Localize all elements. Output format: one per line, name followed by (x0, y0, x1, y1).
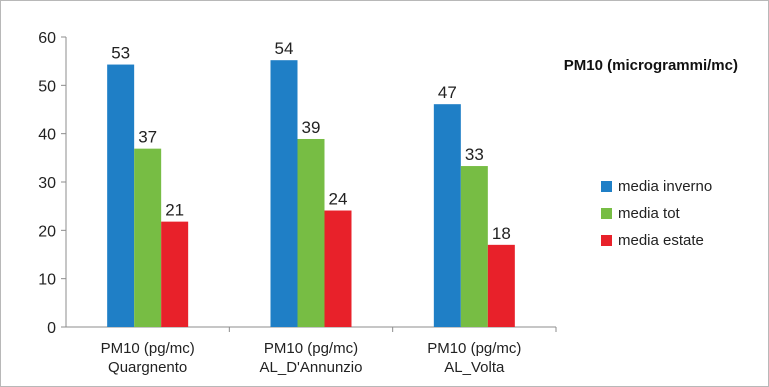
data-label: 18 (492, 224, 511, 243)
y-tick-label: 60 (38, 30, 56, 47)
x-category-label: AL_Volta (444, 359, 505, 376)
data-label: 21 (165, 201, 184, 220)
data-label: 54 (275, 39, 294, 58)
data-label: 24 (329, 190, 348, 209)
data-labels: 53 54 47 37 39 33 21 24 18 (111, 39, 511, 243)
legend-label: media tot (618, 205, 681, 222)
data-label: 33 (465, 145, 484, 164)
data-label: 37 (138, 128, 157, 147)
y-tick-label: 30 (38, 175, 56, 192)
bar-media-estate (161, 221, 189, 327)
x-category-label: AL_D'Annunzio (260, 359, 363, 376)
axes: 0 10 20 30 40 50 60 PM10 (pg/mc) Quargnento PM10 … (38, 30, 557, 376)
legend: media inverno media tot media estate (601, 178, 712, 249)
y-tick-label: 10 (38, 272, 56, 289)
legend-swatch (601, 235, 612, 246)
chart-title: PM10 (microgrammi/mc) (564, 57, 738, 74)
x-category-label: PM10 (pg/mc) (427, 340, 521, 357)
y-tick-label: 20 (38, 223, 56, 240)
x-category-label: PM10 (pg/mc) (264, 340, 358, 357)
x-category-label: PM10 (pg/mc) (101, 340, 195, 357)
legend-swatch (601, 181, 612, 192)
legend-label: media inverno (618, 178, 712, 195)
x-category-label: Quargnento (108, 359, 187, 376)
y-tick-label: 40 (38, 127, 56, 144)
bar-media-inverno (107, 64, 135, 328)
data-label: 53 (111, 44, 130, 63)
legend-swatch (601, 208, 612, 219)
bar-media-estate (324, 210, 352, 327)
data-label: 47 (438, 83, 457, 102)
y-tick-label: 0 (47, 320, 56, 337)
bar-media-tot (460, 166, 488, 327)
bar-media-inverno (433, 104, 461, 327)
bars (107, 60, 515, 328)
bar-media-estate (487, 244, 515, 327)
bar-media-tot (134, 148, 162, 327)
bar-media-tot (297, 138, 325, 327)
bar-media-inverno (270, 60, 298, 327)
y-tick-label: 50 (38, 78, 56, 95)
data-label: 39 (302, 118, 321, 137)
legend-label: media estate (618, 232, 704, 249)
